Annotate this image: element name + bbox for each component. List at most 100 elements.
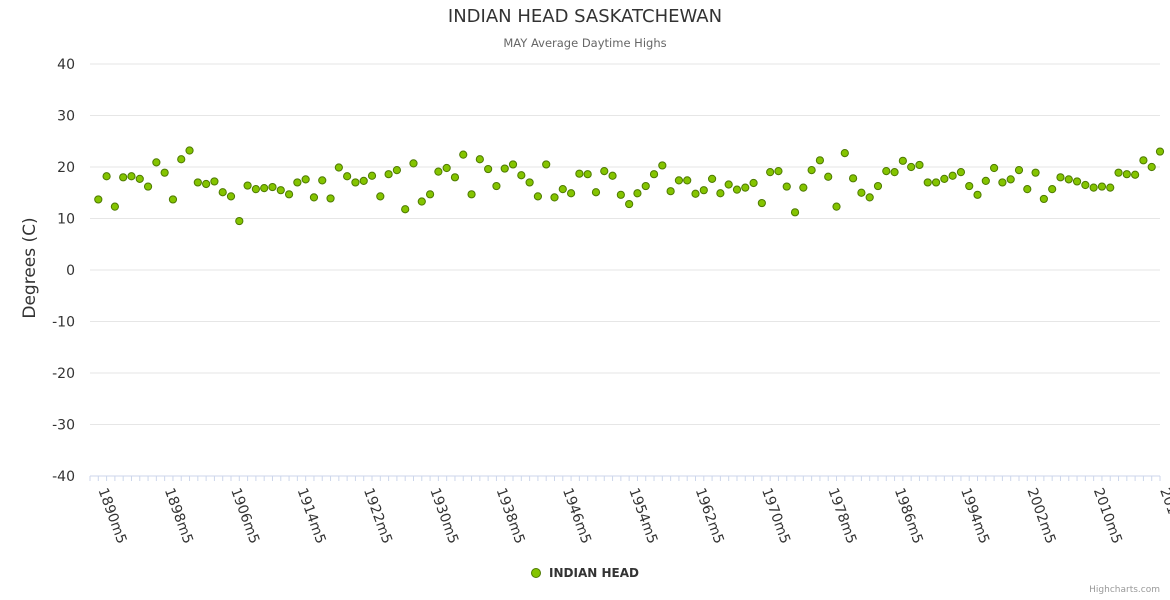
data-point[interactable]: [699, 186, 708, 195]
data-point[interactable]: [583, 170, 592, 179]
data-point[interactable]: [301, 175, 310, 184]
data-point[interactable]: [392, 165, 401, 175]
data-point[interactable]: [226, 192, 236, 201]
data-point[interactable]: [367, 171, 377, 180]
data-point[interactable]: [923, 178, 932, 187]
data-point[interactable]: [409, 159, 418, 168]
data-point[interactable]: [210, 177, 219, 186]
data-point[interactable]: [558, 185, 567, 194]
data-point[interactable]: [284, 190, 294, 199]
data-point[interactable]: [251, 185, 260, 194]
data-point[interactable]: [309, 193, 319, 202]
data-point[interactable]: [824, 172, 833, 181]
data-point[interactable]: [965, 181, 974, 191]
data-point[interactable]: [434, 167, 443, 176]
data-point[interactable]: [508, 160, 518, 169]
data-point[interactable]: [459, 150, 468, 159]
data-point[interactable]: [484, 164, 493, 174]
data-point[interactable]: [1023, 185, 1032, 194]
data-point[interactable]: [633, 189, 642, 198]
data-point[interactable]: [384, 170, 393, 179]
data-point[interactable]: [666, 187, 675, 196]
data-point[interactable]: [276, 186, 285, 195]
data-point[interactable]: [674, 176, 684, 185]
data-point[interactable]: [450, 173, 460, 182]
data-point[interactable]: [608, 171, 617, 180]
credits-link[interactable]: Highcharts.com: [1089, 585, 1160, 595]
data-point[interactable]: [417, 197, 426, 206]
data-point[interactable]: [550, 193, 559, 202]
data-point[interactable]: [849, 174, 858, 183]
data-point[interactable]: [268, 182, 277, 192]
data-point[interactable]: [102, 172, 111, 181]
data-point[interactable]: [1056, 173, 1065, 182]
data-point[interactable]: [782, 182, 791, 191]
data-point[interactable]: [616, 190, 625, 199]
data-point[interactable]: [243, 181, 252, 190]
data-point[interactable]: [857, 188, 866, 197]
data-point[interactable]: [1147, 162, 1156, 172]
data-point[interactable]: [1131, 170, 1140, 179]
data-point[interactable]: [1039, 194, 1048, 204]
data-point[interactable]: [127, 172, 136, 181]
data-point[interactable]: [1072, 177, 1082, 186]
data-point[interactable]: [351, 178, 360, 187]
data-point[interactable]: [193, 178, 202, 187]
data-point[interactable]: [724, 180, 733, 189]
data-point[interactable]: [749, 178, 758, 188]
data-point[interactable]: [1106, 183, 1115, 192]
data-point[interactable]: [1139, 156, 1148, 165]
data-point[interactable]: [1114, 168, 1123, 177]
data-point[interactable]: [1155, 147, 1165, 156]
data-point[interactable]: [566, 189, 576, 198]
data-point[interactable]: [799, 183, 808, 192]
data-point[interactable]: [741, 183, 750, 192]
data-point[interactable]: [401, 205, 410, 214]
data-point[interactable]: [1064, 175, 1073, 184]
data-point[interactable]: [376, 192, 385, 201]
data-point[interactable]: [1014, 165, 1024, 175]
data-point[interactable]: [865, 193, 874, 202]
data-point[interactable]: [815, 156, 825, 165]
data-point[interactable]: [600, 167, 609, 176]
series-indian-head[interactable]: [94, 146, 1165, 226]
data-point[interactable]: [931, 178, 941, 187]
data-point[interactable]: [326, 194, 335, 203]
data-point[interactable]: [359, 176, 368, 186]
data-point[interactable]: [625, 199, 634, 209]
data-point[interactable]: [177, 155, 186, 164]
data-point[interactable]: [907, 162, 916, 172]
data-point[interactable]: [683, 176, 692, 185]
data-point[interactable]: [998, 178, 1007, 187]
data-point[interactable]: [1006, 175, 1015, 184]
data-point[interactable]: [840, 148, 849, 158]
data-point[interactable]: [658, 161, 667, 170]
data-point[interactable]: [774, 167, 783, 176]
data-point[interactable]: [882, 167, 891, 176]
data-point[interactable]: [202, 179, 211, 189]
data-point[interactable]: [973, 190, 982, 199]
data-point[interactable]: [915, 160, 924, 170]
data-point[interactable]: [1097, 182, 1107, 191]
data-point[interactable]: [707, 174, 717, 183]
data-point[interactable]: [873, 181, 883, 191]
data-point[interactable]: [1048, 185, 1057, 194]
data-point[interactable]: [832, 202, 841, 211]
data-point[interactable]: [152, 158, 161, 167]
data-point[interactable]: [766, 168, 775, 177]
data-point[interactable]: [492, 181, 501, 191]
data-point[interactable]: [1089, 183, 1098, 192]
data-point[interactable]: [790, 208, 800, 217]
data-point[interactable]: [143, 182, 153, 191]
data-point[interactable]: [442, 163, 451, 173]
data-point[interactable]: [757, 198, 766, 208]
data-point[interactable]: [591, 188, 601, 197]
data-point[interactable]: [948, 171, 957, 180]
data-point[interactable]: [1031, 168, 1040, 177]
legend-item-indian-head[interactable]: INDIAN HEAD: [531, 566, 639, 580]
data-point[interactable]: [1081, 180, 1090, 190]
data-point[interactable]: [343, 172, 352, 181]
data-point[interactable]: [732, 185, 742, 194]
data-point[interactable]: [318, 176, 327, 185]
data-point[interactable]: [525, 178, 534, 187]
